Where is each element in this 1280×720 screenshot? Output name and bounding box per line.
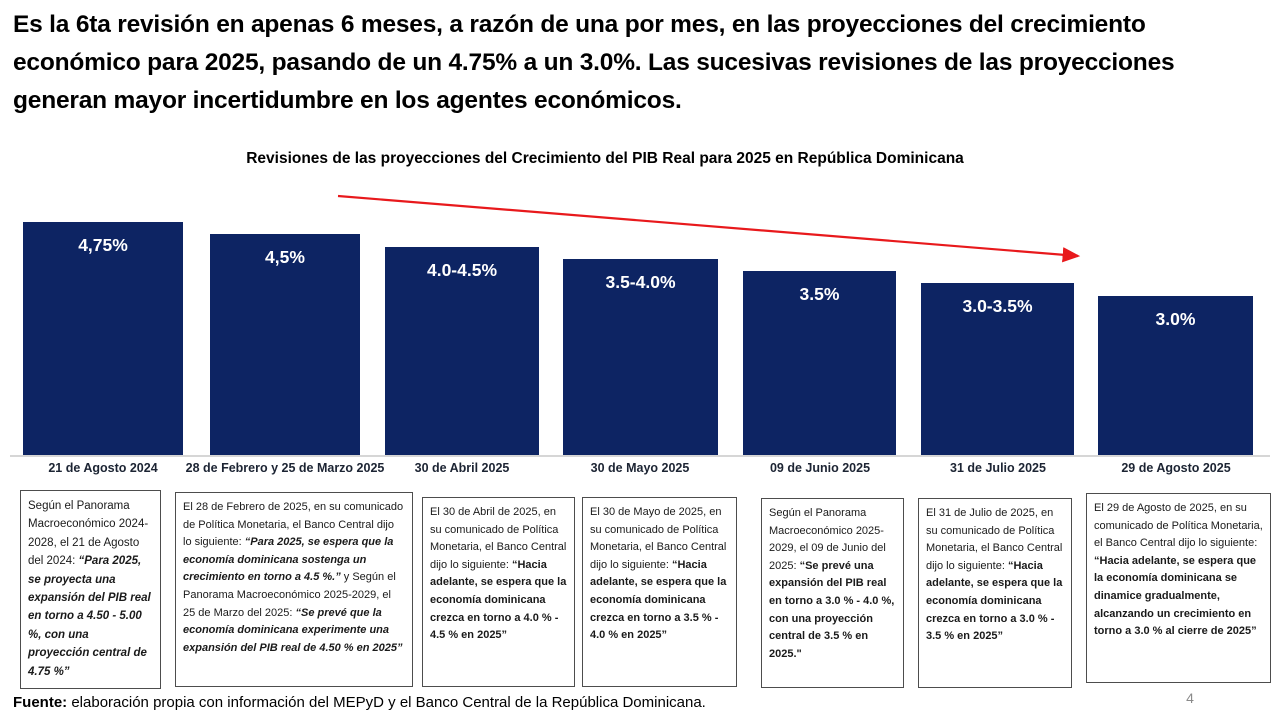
axis-date-label-7: 29 de Agosto 2025: [1121, 461, 1231, 475]
note-quote: “Se prevé que la economía dominicana exp…: [183, 606, 403, 654]
note-box-4: El 30 de Mayo de 2025, en su comunicado …: [582, 497, 737, 687]
chart-bar-7: 3.0%: [1098, 296, 1253, 455]
bar-value-label: 4.0-4.5%: [426, 260, 498, 280]
chart-bar-4: 3.5-4.0%: [563, 259, 718, 455]
note-quote: “Hacia adelante, se espera que la econom…: [926, 559, 1063, 643]
note-text: Según el Panorama Macroeconómico 2025-20…: [769, 507, 886, 572]
note-quote: “Hacia adelante, se espera que la econom…: [430, 558, 567, 642]
axis-date-label-3: 30 de Abril 2025: [414, 461, 510, 475]
note-text: El 28 de Febrero de 2025, en su comunica…: [183, 501, 404, 549]
bar-value-label: 3.0%: [1155, 309, 1196, 329]
chart-bar-6: 3.0-3.5%: [921, 283, 1074, 455]
note-text: y Según el Panorama Macroeconómico 2025-…: [183, 571, 396, 619]
bar-value-label: 3.5%: [799, 284, 840, 304]
note-text: El 30 de Mayo de 2025, en su comunicado …: [590, 506, 727, 571]
note-quote: “Hacia adelante, se espera que la econom…: [590, 558, 727, 642]
note-text: El 30 de Abril de 2025, en su comunicado…: [430, 506, 567, 571]
chart-bar-3: 4.0-4.5%: [385, 247, 539, 455]
note-box-1: Según el Panorama Macroeconómico 2024-20…: [20, 490, 161, 689]
note-text: El 31 de Julio de 2025, en su comunicado…: [926, 507, 1063, 572]
bar-value-label: 4,75%: [78, 235, 128, 255]
note-quote: “Para 2025, se espera que la economía do…: [183, 536, 394, 584]
axis-date-label-1: 21 de Agosto 2024: [48, 461, 158, 475]
bar-value-label: 3.5-4.0%: [605, 272, 676, 292]
note-box-3: El 30 de Abril de 2025, en su comunicado…: [422, 497, 575, 687]
note-quote: “Se prevé una expansión del PIB real en …: [769, 559, 895, 660]
source-text: elaboración propia con información del M…: [67, 694, 706, 711]
chart-bar-1: 4,75%: [23, 222, 183, 455]
source-note: Fuente: elaboración propia con informaci…: [13, 694, 706, 711]
note-box-5: Según el Panorama Macroeconómico 2025-20…: [761, 498, 904, 688]
bar-value-label: 3.0-3.5%: [962, 296, 1033, 316]
axis-date-label-5: 09 de Junio 2025: [769, 461, 871, 475]
note-box-7: El 29 de Agosto de 2025, en su comunicad…: [1086, 493, 1271, 683]
note-quote: “Para 2025, se proyecta una expansión de…: [28, 555, 151, 678]
axis-date-label-4: 30 de Mayo 2025: [590, 461, 690, 475]
source-label: Fuente:: [13, 694, 68, 711]
note-box-2: El 28 de Febrero de 2025, en su comunica…: [175, 492, 413, 687]
axis-date-label-2: 28 de Febrero y 25 de Marzo 2025: [185, 461, 385, 475]
note-text: El 29 de Agosto de 2025, en su comunicad…: [1094, 502, 1263, 550]
bar-value-label: 4,5%: [265, 247, 305, 267]
note-box-6: El 31 de Julio de 2025, en su comunicado…: [918, 498, 1072, 688]
note-text: Según el Panorama Macroeconómico 2024-20…: [28, 500, 149, 568]
note-quote: “Hacia adelante, se espera que la econom…: [1094, 554, 1257, 638]
chart-title: Revisiones de las proyecciones del Creci…: [246, 150, 964, 167]
x-axis-line: [10, 455, 1270, 457]
page-number: 4: [1186, 690, 1194, 706]
chart-bar-2: 4,5%: [210, 234, 360, 455]
chart-bar-5: 3.5%: [743, 271, 896, 455]
axis-date-label-6: 31 de Julio 2025: [950, 461, 1046, 475]
slide-headline: Es la 6ta revisión en apenas 6 meses, a …: [13, 11, 1175, 114]
